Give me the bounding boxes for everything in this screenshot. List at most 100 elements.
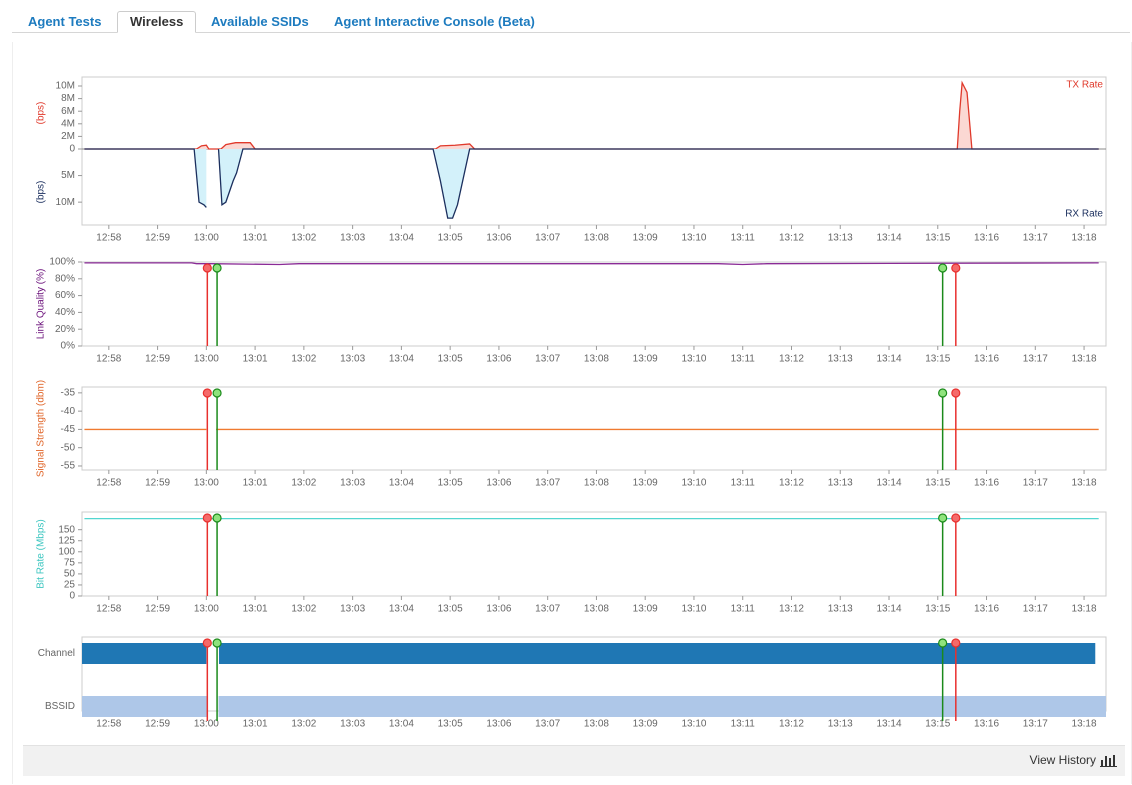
x-tick-label: 13:10 [681,604,706,615]
x-tick-label: 13:18 [1072,233,1097,244]
x-tick-label: 13:08 [584,233,609,244]
tab[interactable]: Agent Tests [28,14,102,29]
x-tick-label: 13:17 [1023,354,1048,365]
event-marker [212,513,222,523]
y-tick-label: -45 [61,424,76,435]
tab[interactable]: Agent Interactive Console (Beta) [334,14,535,29]
x-tick-label: 13:16 [974,478,999,489]
x-tick-label: 13:12 [779,719,804,730]
x-tick-label: 12:58 [96,719,121,730]
x-tick-label: 12:59 [145,354,170,365]
x-tick-label: 13:08 [584,478,609,489]
view-history[interactable]: View History [1030,753,1117,767]
segment [219,643,1096,664]
x-tick-label: 13:12 [779,233,804,244]
event-marker [938,388,948,398]
chart-icon[interactable] [1100,754,1117,767]
y-axis-label: (bps) [36,181,47,204]
x-tick-label: 13:07 [535,604,560,615]
x-tick-label: 13:14 [876,604,901,615]
event-marker [212,388,222,398]
y-tick-label: 75 [64,557,76,568]
x-tick-label: 13:16 [974,719,999,730]
y-tick-label: -55 [61,461,76,472]
tab[interactable]: Available SSIDs [211,14,309,29]
x-tick-label: 13:18 [1072,604,1097,615]
line [84,148,1099,219]
x-tick-label: 13:05 [438,478,463,489]
footer: View History [23,745,1125,776]
x-tick-label: 13:06 [486,604,511,615]
x-tick-label: 13:00 [194,604,219,615]
x-tick-label: 13:13 [828,478,853,489]
x-tick-label: 13:03 [340,719,365,730]
view-history-label[interactable]: View History [1029,753,1096,767]
x-tick-label: 12:59 [145,719,170,730]
event-marker [938,638,948,648]
x-tick-label: 13:09 [633,719,658,730]
x-tick-label: 13:00 [194,233,219,244]
x-tick-label: 13:17 [1023,719,1048,730]
event-marker [202,638,212,648]
y-tick-label: 8M [61,93,75,104]
y-tick-label: 0 [69,591,75,602]
y-tick-label: 10M [56,197,75,208]
x-tick-label: 13:03 [340,604,365,615]
y-tick-label: -40 [61,406,76,417]
event-marker [202,513,212,523]
x-tick-label: 13:16 [974,233,999,244]
x-tick-label: 13:07 [535,354,560,365]
segment [82,696,208,717]
x-tick-label: 13:06 [486,233,511,244]
x-tick-label: 13:18 [1072,354,1097,365]
x-tick-label: 13:02 [291,604,316,615]
segment [218,696,1107,717]
x-tick-label: 13:12 [779,478,804,489]
y-tick-label: -35 [61,387,76,398]
x-tick-label: 13:12 [779,354,804,365]
row-label: Channel [38,648,75,659]
x-tick-label: 13:01 [243,604,268,615]
y-tick-label: -50 [61,442,76,453]
x-tick-label: 13:04 [389,354,414,365]
y-tick-label: 20% [55,324,75,335]
tab-bar: Agent Tests Wireless Available SSIDs Agent … [12,11,1130,33]
y-tick-label: 2M [61,131,75,142]
y-tick-label: 0 [69,144,75,155]
x-tick-label: 13:14 [876,354,901,365]
event-marker [951,513,961,523]
x-tick-label: 13:17 [1023,478,1048,489]
x-tick-label: 13:15 [925,604,950,615]
y-tick-label: 40% [55,307,75,318]
plot-frame [81,511,1107,597]
y-tick-label: 25 [64,580,76,591]
x-tick-label: 13:02 [291,719,316,730]
x-tick-label: 13:01 [243,354,268,365]
x-tick-label: 13:17 [1023,233,1048,244]
x-tick-label: 13:07 [535,478,560,489]
x-tick-label: 13:11 [731,719,756,730]
x-tick-label: 13:15 [925,719,950,730]
x-tick-label: 13:18 [1072,719,1097,730]
y-tick-label: 10M [56,81,75,92]
y-axis-label: Signal Strength (dbm) [36,380,47,477]
x-tick-label: 13:16 [974,604,999,615]
y-tick-label: 150 [58,524,75,535]
x-tick-label: 13:00 [194,719,219,730]
x-tick-label: 13:16 [974,354,999,365]
x-tick-label: 12:58 [96,233,121,244]
x-tick-label: 13:06 [486,719,511,730]
x-tick-label: 13:01 [243,478,268,489]
x-tick-label: 13:04 [389,478,414,489]
y-tick-label: 4M [61,118,75,129]
x-tick-label: 13:11 [731,604,756,615]
tab[interactable]: Wireless [117,11,197,33]
x-tick-label: 13:00 [194,478,219,489]
x-tick-label: 13:09 [633,478,658,489]
y-tick-label: 100 [58,546,75,557]
x-tick-label: 13:09 [633,604,658,615]
x-tick-label: 13:04 [389,719,414,730]
y-axis-label: Bit Rate (Mbps) [36,519,47,588]
x-tick-label: 13:13 [828,604,853,615]
x-tick-label: 13:05 [438,354,463,365]
